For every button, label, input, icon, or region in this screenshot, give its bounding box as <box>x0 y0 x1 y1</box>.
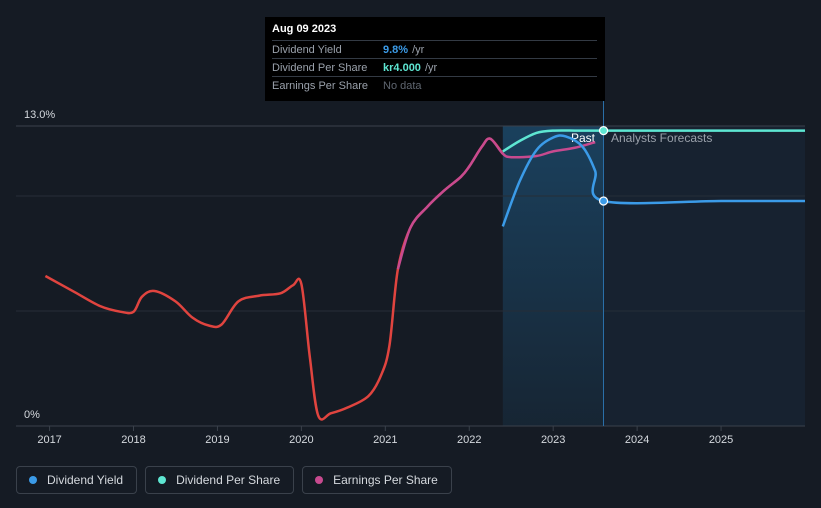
y-label-top: 13.0% <box>24 109 55 121</box>
marker-dividend-per-share <box>598 126 609 136</box>
y-label-zero: 0% <box>24 409 40 421</box>
series-line-dividend-yield-history <box>44 137 504 421</box>
x-tick-label: 2022 <box>457 434 481 446</box>
forecast-label: Analysts Forecasts <box>611 131 712 145</box>
series-line-dividend-yield <box>501 134 805 227</box>
tooltip-label: Earnings Per Share <box>272 79 368 92</box>
x-tick-label: 2021 <box>373 434 397 446</box>
x-tick-label: 2017 <box>37 434 61 446</box>
tooltip-date: Aug 09 2023 <box>272 23 337 35</box>
tooltip-value: 9.8% <box>383 43 409 56</box>
tooltip-value: kr4.000 <box>383 61 421 74</box>
x-tick-label: 2023 <box>541 434 565 446</box>
tooltip-unit: /yr <box>424 61 438 74</box>
tooltip-unit: /yr <box>412 43 425 56</box>
x-tick-label: 2019 <box>205 434 229 446</box>
forecast-region <box>603 126 805 426</box>
legend-dot-icon <box>315 476 324 484</box>
legend-dividend-yield[interactable]: Dividend Yield <box>16 466 138 494</box>
x-tick-label: 2024 <box>625 434 649 446</box>
tooltip-row-dividend-per-share: Dividend Per Share kr4.000 /yr <box>272 58 597 76</box>
legend-dot-icon <box>158 476 167 484</box>
tooltip-row-earnings-per-share: Earnings Per Share No data <box>272 76 597 94</box>
series-line-dividend-per-share <box>502 129 805 153</box>
x-tick-label: 2018 <box>121 434 145 446</box>
tooltip-label: Dividend Yield <box>272 43 342 56</box>
legend-label: Earnings Per Share <box>333 473 438 487</box>
tooltip: Aug 09 2023 Dividend Yield 9.8% /yr Divi… <box>265 17 605 101</box>
legend: Dividend Yield Dividend Per Share Earnin… <box>16 466 452 494</box>
legend-label: Dividend Yield <box>47 473 124 487</box>
tooltip-label: Dividend Per Share <box>272 61 368 74</box>
legend-earnings-per-share[interactable]: Earnings Per Share <box>302 466 452 494</box>
legend-dividend-per-share[interactable]: Dividend Per Share <box>145 466 295 494</box>
legend-dot-icon <box>29 476 37 484</box>
x-tick-label: 2025 <box>709 434 733 446</box>
highlight-area <box>502 126 604 426</box>
legend-label: Dividend Per Share <box>176 473 281 487</box>
marker-dividend-yield <box>598 196 609 206</box>
series-line-earnings-per-share <box>396 137 596 270</box>
x-tick-label: 2020 <box>289 434 313 446</box>
tooltip-value: No data <box>383 79 422 92</box>
tooltip-row-dividend-yield: Dividend Yield 9.8% /yr <box>272 40 597 58</box>
